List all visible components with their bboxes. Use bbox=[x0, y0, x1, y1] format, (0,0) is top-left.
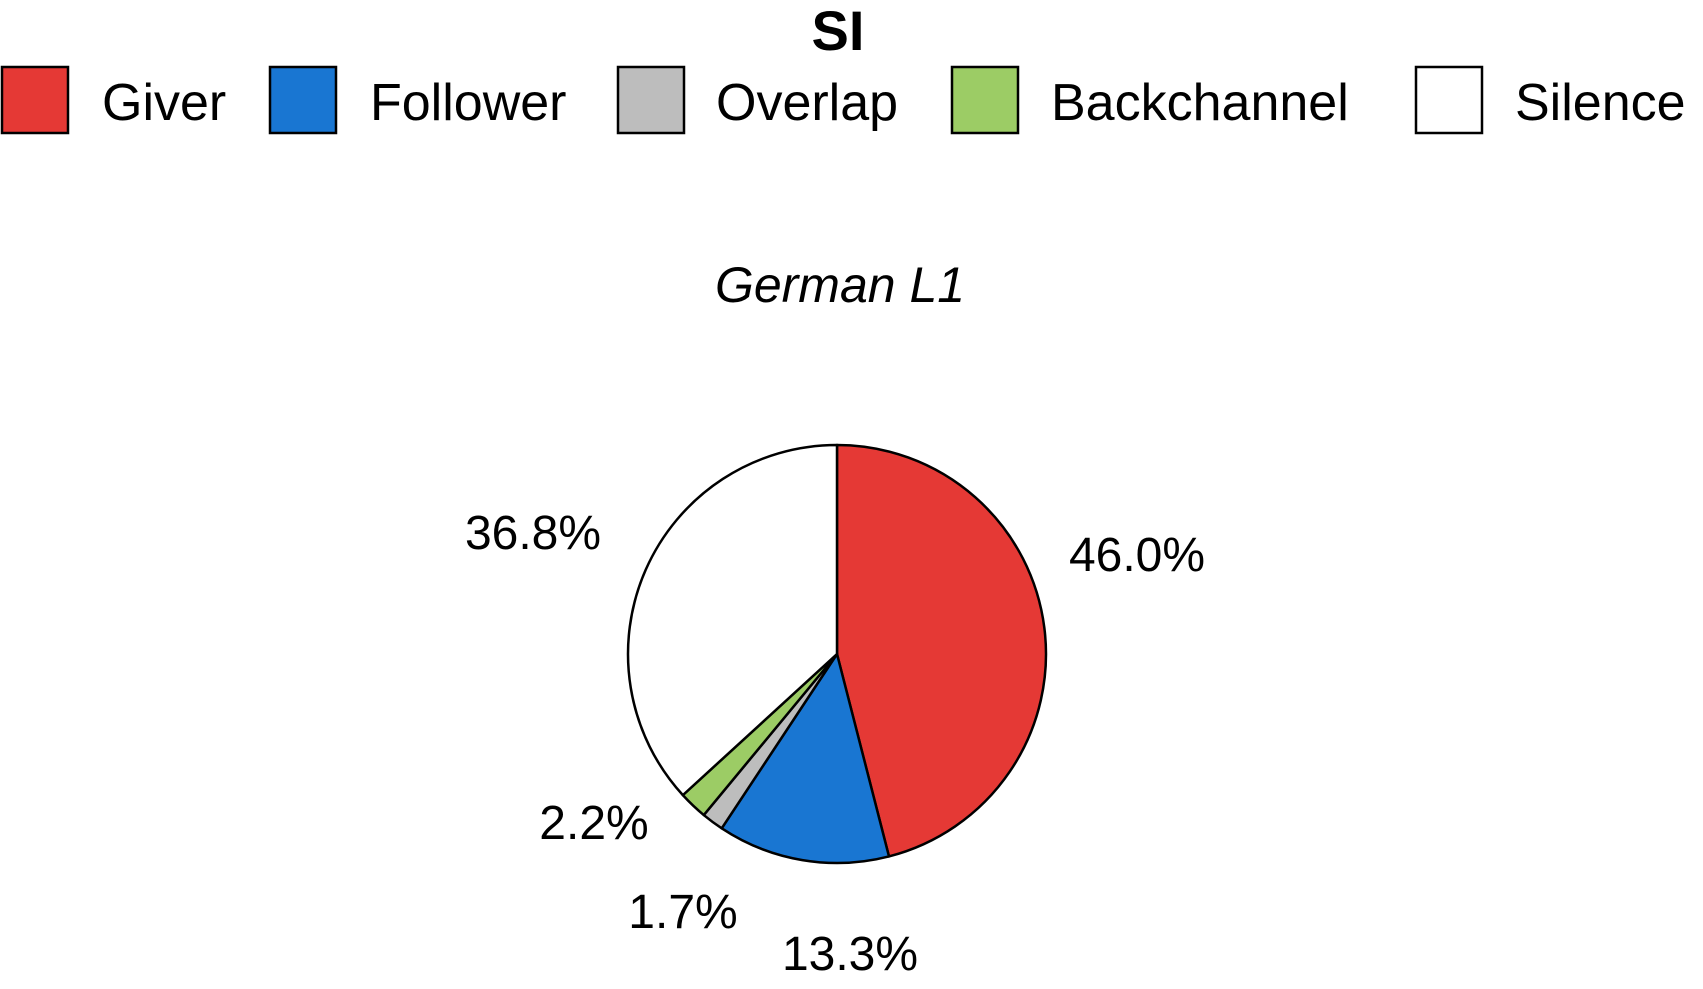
data-label-follower: 13.3% bbox=[782, 928, 918, 981]
legend-label-giver: Giver bbox=[102, 74, 226, 132]
data-label-giver: 46.0% bbox=[1069, 529, 1205, 582]
legend-label-silence: Silence bbox=[1515, 74, 1686, 132]
pie-slice-silence bbox=[626, 443, 839, 797]
legend: Giver Follower Overlap Backchannel Silence bbox=[0, 65, 1686, 135]
legend-swatch-follower bbox=[268, 65, 338, 135]
legend-label-overlap: Overlap bbox=[716, 74, 898, 132]
legend-swatch-giver bbox=[0, 65, 70, 135]
legend-swatch-overlap bbox=[616, 65, 686, 135]
legend-label-follower: Follower bbox=[370, 74, 567, 132]
pie-slice-giver bbox=[835, 443, 1048, 858]
data-label-silence: 36.8% bbox=[465, 507, 601, 560]
legend-label-backchannel: Backchannel bbox=[1051, 74, 1349, 132]
data-label-backchannel: 2.2% bbox=[539, 797, 648, 850]
legend-swatch-silence bbox=[1414, 65, 1484, 135]
pie-slices bbox=[626, 443, 1048, 865]
chart-title: German L1 bbox=[715, 257, 965, 313]
data-label-overlap: 1.7% bbox=[628, 886, 737, 939]
slice-labels: 46.0% 13.3% 1.7% 2.2% 36.8% bbox=[465, 507, 1205, 981]
legend-swatch-backchannel bbox=[950, 65, 1020, 135]
legend-title: SI bbox=[812, 0, 865, 62]
pie-slice-follower bbox=[720, 652, 891, 865]
